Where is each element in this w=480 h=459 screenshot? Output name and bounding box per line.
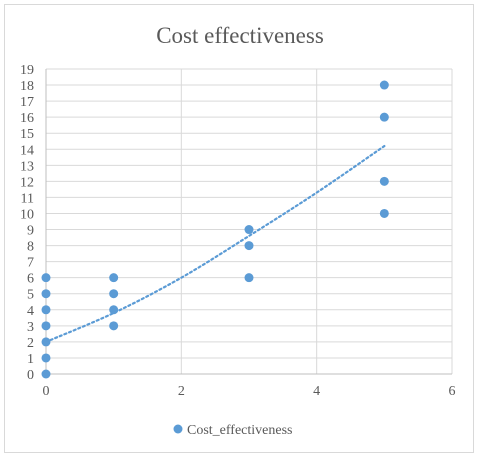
gridlines: [46, 68, 453, 374]
y-tick-label: 15: [20, 127, 34, 142]
legend: Cost_effectiveness: [173, 423, 293, 438]
data-point: [379, 176, 389, 186]
y-tick-label: 19: [20, 63, 34, 78]
data-point: [41, 273, 51, 283]
trendline-layer: [44, 144, 386, 343]
data-point: [109, 289, 119, 299]
y-tick-label: 2: [27, 336, 34, 351]
data-point: [244, 273, 254, 283]
data-point: [244, 225, 254, 235]
y-tick-label: 16: [20, 111, 34, 126]
x-tick-label: 2: [178, 384, 185, 399]
y-tick-label: 13: [20, 159, 34, 174]
data-point: [41, 353, 51, 363]
x-tick-label: 0: [43, 384, 50, 399]
trendline: [44, 144, 386, 343]
y-tick-label: 10: [20, 207, 34, 222]
chart-frame: [4, 4, 474, 453]
x-tick-label: 6: [449, 384, 456, 399]
y-tick-label: 7: [27, 256, 34, 271]
y-tick-label: 4: [27, 304, 34, 319]
y-tick-label: 8: [27, 240, 34, 255]
data-point: [41, 289, 51, 299]
data-point: [41, 369, 51, 379]
y-tick-label: 1: [27, 352, 34, 367]
data-point: [379, 112, 389, 122]
data-point: [109, 273, 119, 283]
y-tick-label: 0: [27, 368, 34, 383]
data-point: [244, 241, 254, 251]
y-tick-label: 11: [21, 191, 34, 206]
y-tick-label: 17: [20, 95, 34, 110]
axes: [45, 69, 452, 375]
legend-marker: [173, 424, 183, 434]
data-point: [109, 305, 119, 315]
data-point: [109, 321, 119, 331]
y-tick-label: 6: [27, 272, 34, 287]
x-axis-ticks: 0 2 4 6: [43, 384, 456, 399]
legend-label: Cost_effectiveness: [187, 423, 293, 438]
chart-title: Cost effectiveness: [156, 23, 324, 48]
y-tick-label: 3: [27, 320, 34, 335]
data-points: [41, 80, 389, 379]
data-point: [379, 208, 389, 218]
data-point: [41, 321, 51, 331]
data-point: [379, 80, 389, 90]
y-tick-label: 14: [20, 143, 34, 158]
y-tick-label: 9: [27, 224, 34, 239]
x-tick-label: 4: [313, 384, 320, 399]
y-tick-label: 12: [20, 175, 34, 190]
y-tick-label: 18: [20, 79, 34, 94]
data-point: [41, 337, 51, 347]
y-tick-label: 5: [27, 288, 34, 303]
data-point: [41, 305, 51, 315]
